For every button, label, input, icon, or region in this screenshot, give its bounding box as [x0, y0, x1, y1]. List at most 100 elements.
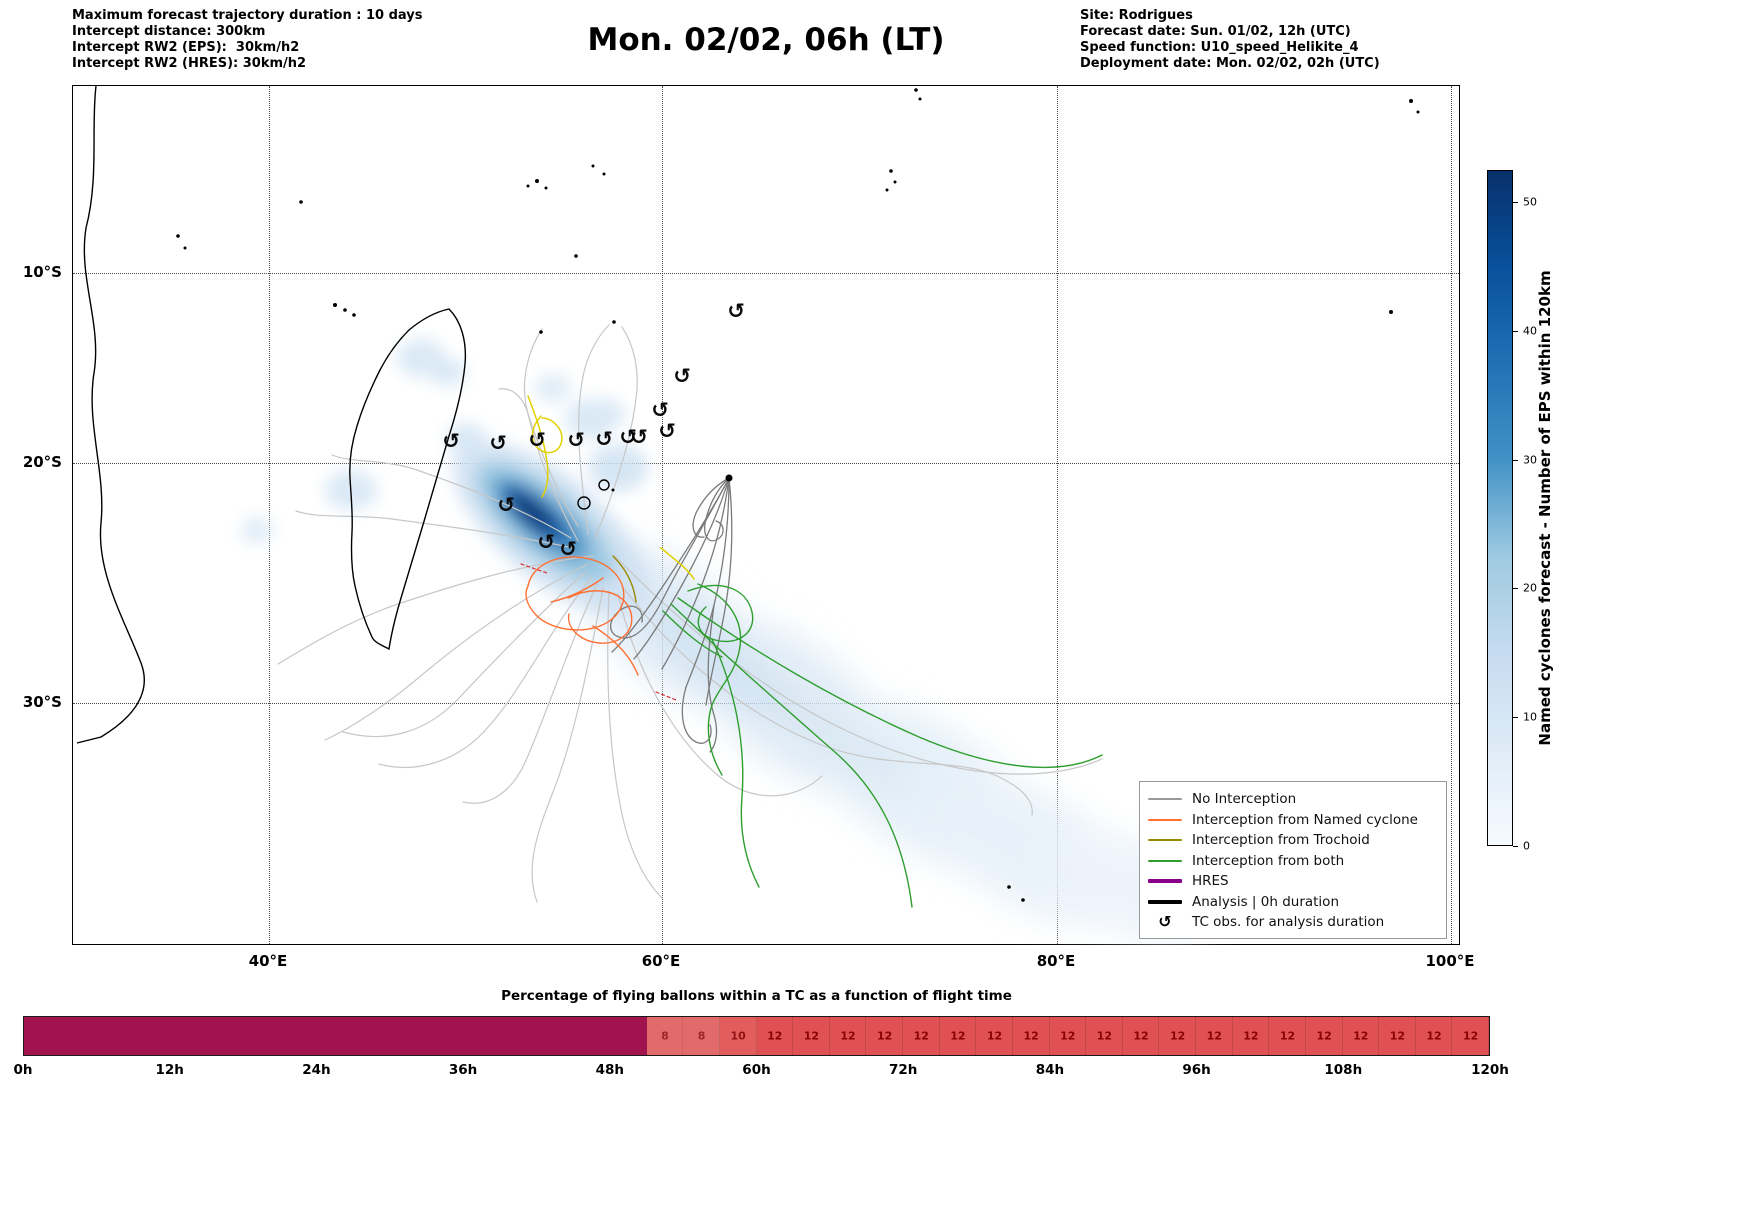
- legend-item-label: Interception from Named cyclone: [1192, 811, 1418, 828]
- bar-segment-value: 12: [1060, 1029, 1076, 1043]
- bar-segment-value: 12: [1023, 1029, 1039, 1043]
- gridline-longitude: [269, 86, 270, 944]
- bar-value-segment: 12: [866, 1017, 903, 1055]
- site-marker-rodrigues: [725, 474, 733, 482]
- legend-item-label: Interception from both: [1192, 852, 1345, 869]
- gridline-latitude: [73, 463, 1459, 464]
- trajectories-interception-both: [662, 583, 1103, 908]
- flight-time-bar: 8 8 10 12 12 12 12 12 12 12 12 12 12 12 12 12 12 12 12 12 12…: [23, 1016, 1490, 1056]
- legend-item: Interception from both: [1148, 851, 1438, 872]
- bar-value-segment: 12: [976, 1017, 1013, 1055]
- bar-axis-tick-label: 120h: [1471, 1062, 1509, 1078]
- legend-item-label: Interception from Trochoid: [1192, 832, 1370, 849]
- bar-value-segment: 12: [1452, 1017, 1489, 1055]
- colorbar-tick-label: 50: [1523, 195, 1537, 209]
- forecast-parameter-line: Intercept distance: 300km: [72, 24, 266, 39]
- colorbar: 0 10 20 30 40 50: [1487, 170, 1607, 853]
- bar-axis-tick-label: 60h: [742, 1062, 771, 1078]
- tc-obs-symbol: ↺: [673, 364, 691, 389]
- legend-item: HRES: [1148, 871, 1438, 892]
- tc-obs-symbol: ↺: [658, 419, 676, 444]
- colorbar-tick-label: 20: [1523, 581, 1537, 595]
- colorbar-tick-label: 30: [1523, 453, 1537, 467]
- site-info-line: Forecast date: Sun. 01/02, 12h (UTC): [1080, 24, 1351, 39]
- gridline-longitude: [1451, 86, 1452, 944]
- island-mauritius: [598, 479, 610, 491]
- bar-value-segment: 12: [1159, 1017, 1196, 1055]
- bar-segment-value: 12: [1353, 1029, 1369, 1043]
- lon-tick-label: 100°E: [1425, 952, 1475, 970]
- lon-tick-label: 80°E: [1036, 952, 1076, 970]
- lat-tick-label: 10°S: [22, 263, 62, 281]
- forecast-parameter-line: Intercept RW2 (HRES): 30km/h2: [72, 56, 307, 71]
- gridline-longitude: [662, 86, 663, 944]
- bar-value-segment: 12: [1269, 1017, 1306, 1055]
- tc-obs-symbol: ↺: [651, 398, 669, 423]
- lon-tick-label: 40°E: [248, 952, 288, 970]
- bar-value-segment: 12: [793, 1017, 830, 1055]
- legend-item-label: TC obs. for analysis duration: [1192, 914, 1385, 931]
- bar-segment-value: 12: [1389, 1029, 1406, 1043]
- bar-axis-tick-label: 48h: [595, 1062, 624, 1078]
- bar-axis-tick-label: 24h: [302, 1062, 331, 1078]
- bar-value-segment: 12: [1196, 1017, 1233, 1055]
- tc-obs-symbol: ↺: [630, 425, 648, 450]
- bar-value-segment: 12: [1012, 1017, 1050, 1055]
- colorbar-tick: [1513, 846, 1518, 847]
- bar-axis-tick-label: 12h: [155, 1062, 184, 1078]
- legend-line-sample: [1148, 859, 1182, 862]
- bar-segment-value: 12: [1243, 1029, 1259, 1043]
- colorbar-tick: [1513, 459, 1518, 461]
- legend-line-sample: [1148, 839, 1182, 842]
- bar-segment-value: 8: [661, 1029, 669, 1043]
- legend-item-label: Analysis | 0h duration: [1192, 893, 1339, 910]
- bar-segment-value: 12: [1206, 1029, 1222, 1043]
- bar-value-segment: 8: [646, 1017, 684, 1055]
- trajectories-no-interception: [277, 324, 1103, 903]
- forecast-parameter-line: Intercept RW2 (EPS): 30km/h2: [72, 40, 300, 55]
- bar-value-segment: 10: [719, 1017, 757, 1055]
- colorbar-tick-label: 10: [1523, 710, 1537, 724]
- bar-segment-value: 12: [1096, 1029, 1113, 1043]
- bar-segment-value: 12: [1426, 1029, 1442, 1043]
- forecast-parameter-line: Maximum forecast trajectory duration : 1…: [72, 8, 423, 23]
- bar-segment-value: 12: [877, 1029, 893, 1043]
- site-info-line: Site: Rodrigues: [1080, 8, 1193, 23]
- bar-segment-value: 12: [1463, 1029, 1479, 1043]
- colorbar-tick: [1513, 330, 1518, 332]
- bar-value-segment: 12: [829, 1017, 867, 1055]
- bar-segment-value: 12: [950, 1029, 966, 1043]
- island-reunion: [577, 496, 591, 510]
- bar-value-segment: 12: [1342, 1017, 1380, 1055]
- bar-value-segment: 12: [939, 1017, 977, 1055]
- bar-segment-value: 12: [1133, 1029, 1149, 1043]
- flight-time-axis: 0h 12h 24h 36h 48h 60h 72h 84h 96h 108h 120h: [13, 1062, 1508, 1082]
- coastlines: [76, 86, 1420, 902]
- bar-axis-tick-label: 0h: [13, 1062, 33, 1078]
- legend-item: ↺ TC obs. for analysis duration: [1148, 912, 1438, 933]
- tc-obs-symbol: ↺: [727, 299, 745, 324]
- tc-obs-symbol: ↺: [595, 427, 613, 452]
- tc-obs-symbol: ↺: [559, 537, 577, 562]
- lat-tick-label: 30°S: [22, 693, 62, 711]
- tc-obs-symbol: ↺: [567, 428, 585, 453]
- site-info-block: Site: Rodrigues Forecast date: Sun. 01/02…: [1080, 8, 1380, 72]
- colorbar-tick: [1513, 717, 1518, 719]
- tc-obs-symbol: ↺: [442, 429, 460, 454]
- colorbar-tick: [1513, 202, 1518, 204]
- tc-obs-symbol: ↺: [537, 530, 555, 555]
- gridline-longitude: [1057, 86, 1058, 944]
- bar-value-segment: 12: [1232, 1017, 1270, 1055]
- bar-value-segment: 12: [1415, 1017, 1453, 1055]
- legend-item: Analysis | 0h duration: [1148, 892, 1438, 913]
- bottom-chart-title: Percentage of flying ballons within a TC…: [501, 988, 1012, 1004]
- colorbar-tick-label: 0: [1523, 839, 1530, 853]
- legend-line-sample: [1148, 899, 1182, 904]
- trajectory-olive-strand: [612, 555, 637, 603]
- page-title: Mon. 02/02, 06h (LT): [587, 22, 945, 58]
- bar-segment-value: 12: [1316, 1029, 1332, 1043]
- madagascar-coastline: [349, 308, 467, 651]
- bar-value-segment: 12: [1122, 1017, 1160, 1055]
- bar-axis-tick-label: 72h: [888, 1062, 918, 1078]
